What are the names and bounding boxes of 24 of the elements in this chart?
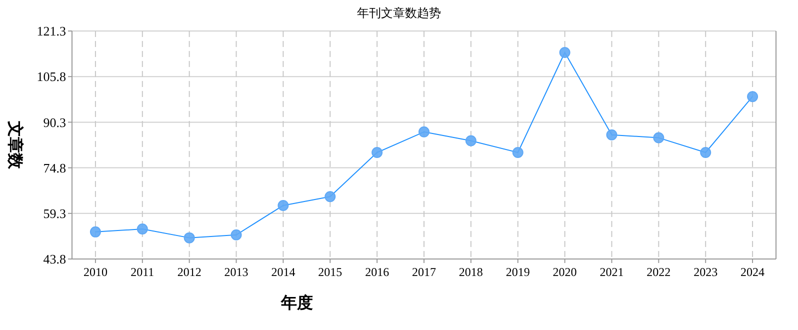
x-axis-title: 年度 (280, 293, 313, 312)
x-tick-label: 2011 (130, 265, 154, 279)
x-tick-label: 2014 (271, 265, 296, 279)
x-tick-label: 2013 (224, 265, 248, 279)
x-tick-label: 2022 (646, 265, 671, 279)
x-tick-label: 2024 (740, 265, 765, 279)
x-tick-label: 2023 (694, 265, 718, 279)
y-tick-label: 121.3 (36, 24, 66, 39)
x-tick-label: 2021 (600, 265, 624, 279)
y-axis-title: 文章数 (6, 120, 24, 170)
y-tick-label: 43.8 (43, 252, 66, 267)
x-tick-label: 2017 (412, 265, 436, 279)
chart-title: 年刊文章数趋势 (357, 6, 441, 20)
x-tick-label: 2015 (318, 265, 342, 279)
x-tick-label: 2010 (83, 265, 108, 279)
y-tick-label: 74.8 (43, 160, 66, 176)
x-tick-label: 2019 (506, 265, 530, 279)
x-tick-label: 2018 (458, 265, 483, 279)
x-tick-label: 2020 (552, 265, 577, 279)
x-tick-label: 2012 (177, 265, 202, 279)
x-tick-label: 2016 (365, 265, 390, 279)
y-tick-label: 90.3 (43, 114, 66, 130)
y-tick-label: 59.3 (43, 206, 66, 221)
y-tick-label: 105.8 (36, 69, 66, 84)
